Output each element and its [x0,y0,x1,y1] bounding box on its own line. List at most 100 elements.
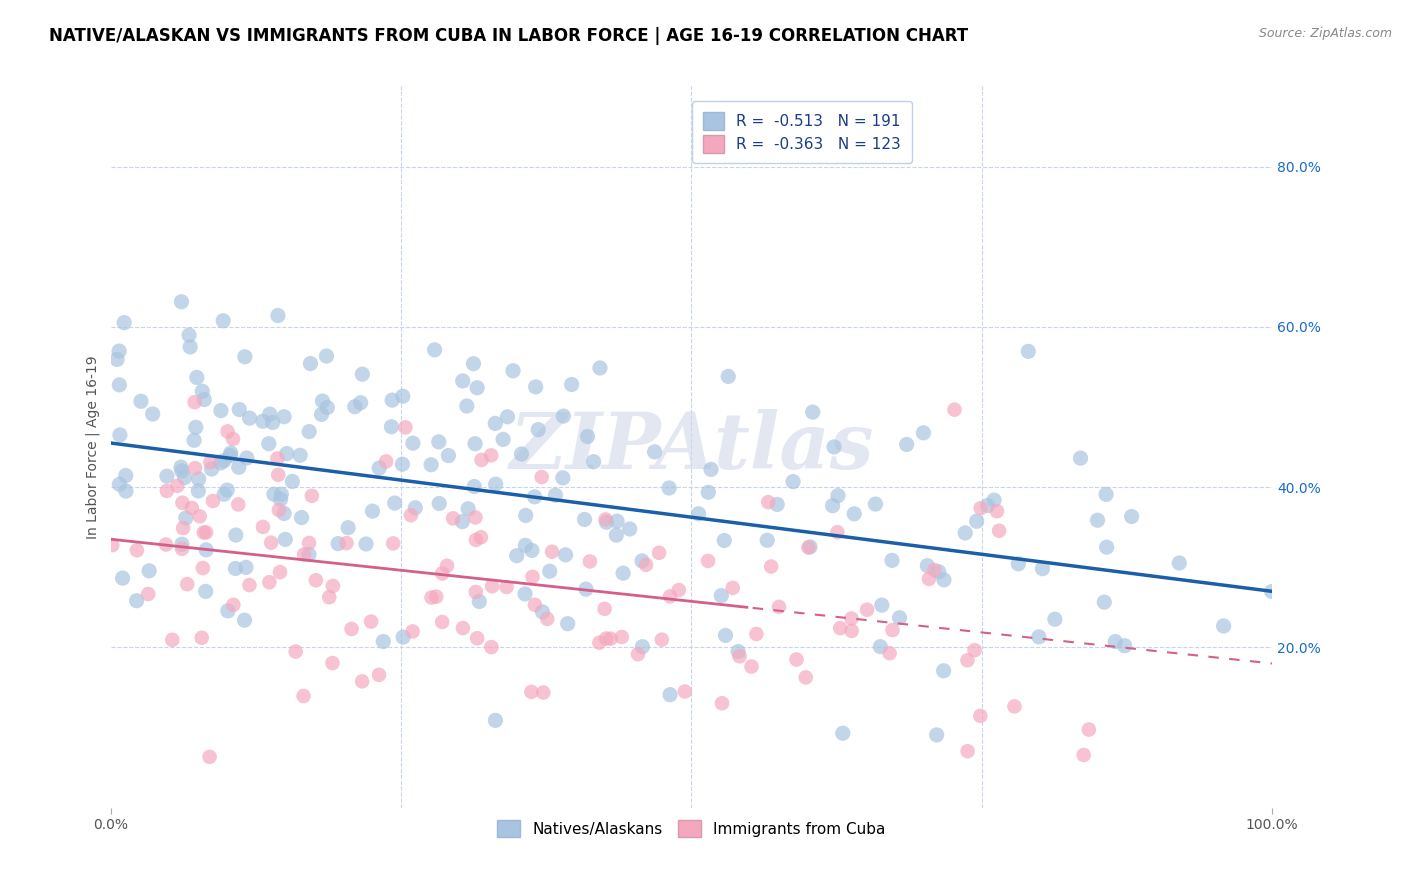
Point [437,449,460,463]
Point [298,548,321,562]
Point [636,558,658,572]
Point [659,688,682,702]
Point [381,393,404,408]
Point [1261,584,1284,599]
Point [986,504,1008,518]
Point [257,436,280,450]
Point [673,684,696,698]
Point [928,565,950,579]
Point [983,493,1005,508]
Point [233,350,256,364]
Point [593,602,616,616]
Point [322,579,344,593]
Point [432,566,454,581]
Point [870,598,893,612]
Text: ZIPAtlas: ZIPAtlas [509,409,873,485]
Point [465,381,488,395]
Legend: Natives/Alaskans, Immigrants from Cuba: Natives/Alaskans, Immigrants from Cuba [491,814,891,844]
Point [292,689,315,703]
Point [176,577,198,591]
Point [267,467,290,482]
Point [688,507,710,521]
Point [756,533,779,548]
Point [292,548,315,562]
Point [925,728,948,742]
Point [384,496,406,510]
Point [228,460,250,475]
Point [451,621,474,635]
Point [290,510,312,524]
Point [844,507,866,521]
Point [340,622,363,636]
Point [575,582,598,597]
Point [368,668,391,682]
Point [1004,699,1026,714]
Point [162,632,184,647]
Point [801,405,824,419]
Point [457,501,479,516]
Point [648,546,671,560]
Point [170,464,193,478]
Point [402,436,425,450]
Point [766,498,789,512]
Point [212,453,235,467]
Point [301,489,323,503]
Point [759,559,782,574]
Point [728,649,751,664]
Point [170,541,193,556]
Point [756,495,779,509]
Point [212,487,235,501]
Point [588,636,610,650]
Point [172,521,194,535]
Point [252,520,274,534]
Point [513,587,536,601]
Point [427,434,450,449]
Point [912,425,935,440]
Point [530,470,553,484]
Point [651,632,673,647]
Point [191,384,214,399]
Point [311,408,333,422]
Point [924,563,946,577]
Point [869,640,891,654]
Point [988,524,1011,538]
Point [797,541,820,555]
Point [108,477,131,491]
Point [1043,612,1066,626]
Point [976,499,998,513]
Point [956,744,979,758]
Point [284,644,307,658]
Point [599,632,621,646]
Point [219,449,242,463]
Point [579,554,602,568]
Point [1007,557,1029,571]
Point [932,664,955,678]
Point [541,545,564,559]
Point [522,570,544,584]
Point [252,414,274,428]
Point [361,504,384,518]
Point [502,364,524,378]
Point [527,423,550,437]
Point [841,611,863,625]
Point [129,394,152,409]
Point [1095,540,1118,554]
Point [1017,344,1039,359]
Point [631,554,654,568]
Point [523,490,546,504]
Point [170,294,193,309]
Point [380,419,402,434]
Point [217,425,239,439]
Point [697,485,720,500]
Point [470,453,492,467]
Point [456,399,478,413]
Point [1092,595,1115,609]
Point [479,448,502,462]
Point [943,402,966,417]
Point [180,500,202,515]
Point [394,420,416,434]
Point [576,429,599,443]
Point [589,360,612,375]
Point [193,392,215,407]
Point [484,417,506,431]
